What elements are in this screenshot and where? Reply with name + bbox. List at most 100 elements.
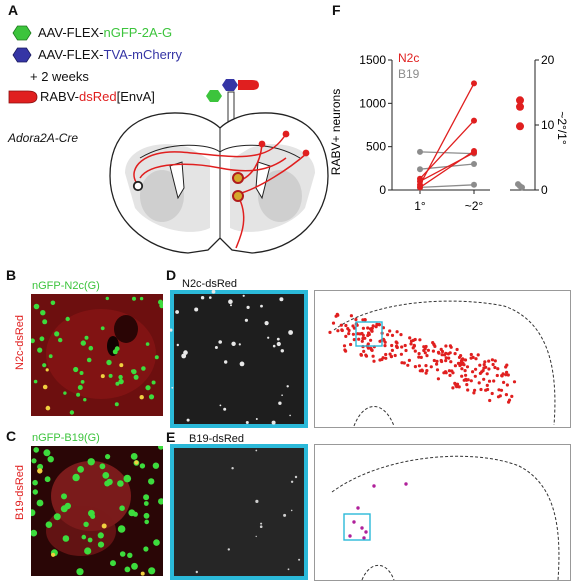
micrograph-c bbox=[31, 446, 163, 576]
map-cell bbox=[469, 352, 473, 357]
map-cell bbox=[479, 387, 483, 392]
y-tick-label: 1500 bbox=[359, 53, 386, 67]
green-cell bbox=[106, 478, 113, 486]
virus-2-suffix: TVA-mCherry bbox=[103, 47, 182, 62]
neuron bbox=[260, 304, 263, 308]
neuron bbox=[211, 290, 216, 294]
map-cell bbox=[422, 348, 426, 353]
neuron bbox=[238, 343, 241, 346]
green-cell bbox=[61, 493, 67, 500]
map-cell bbox=[399, 333, 403, 337]
green-cell bbox=[131, 562, 138, 570]
virus-3-prefix: RABV- bbox=[40, 89, 80, 104]
map-cell bbox=[482, 363, 486, 367]
map-d bbox=[314, 290, 571, 428]
map-cell bbox=[363, 318, 367, 322]
map-cell bbox=[377, 322, 381, 327]
map-cell bbox=[344, 334, 348, 338]
micrograph-e-cells bbox=[195, 449, 301, 574]
ratio-point-n2c bbox=[516, 102, 524, 111]
green-cell bbox=[158, 498, 163, 505]
map-cell bbox=[394, 340, 398, 344]
map-cell bbox=[389, 355, 393, 359]
green-cell bbox=[42, 319, 48, 325]
point-n2c-2 bbox=[471, 149, 477, 156]
green-cell bbox=[145, 385, 151, 391]
green-cell bbox=[33, 303, 40, 310]
map-cell bbox=[351, 332, 355, 336]
map-cell bbox=[437, 351, 441, 355]
map-cell bbox=[481, 369, 485, 373]
map-cell bbox=[409, 342, 413, 346]
panel-label-a: A bbox=[8, 2, 19, 18]
neuron bbox=[230, 304, 232, 307]
map-cell bbox=[404, 482, 408, 486]
map-cell bbox=[413, 349, 417, 353]
point-n2c-1 bbox=[417, 178, 423, 185]
map-cell bbox=[403, 343, 407, 348]
map-e bbox=[314, 444, 571, 581]
map-cell bbox=[477, 381, 481, 385]
neuron bbox=[242, 294, 245, 297]
green-cell bbox=[144, 519, 149, 525]
yellow-cell bbox=[45, 368, 49, 372]
map-cell bbox=[488, 398, 492, 403]
neuron bbox=[214, 346, 218, 349]
green-cell bbox=[73, 366, 79, 373]
green-cell bbox=[117, 525, 126, 533]
micrograph-d bbox=[170, 290, 308, 428]
map-cell bbox=[407, 358, 411, 362]
green-cell bbox=[143, 494, 150, 501]
map-cell bbox=[496, 395, 501, 399]
map-cell bbox=[336, 313, 340, 317]
green-cell bbox=[148, 394, 155, 400]
green-cell bbox=[158, 299, 163, 305]
green-cell bbox=[81, 534, 87, 540]
map-cell bbox=[383, 344, 387, 348]
mouse-line-label: Adora2A-Cre bbox=[8, 131, 79, 145]
neuron bbox=[279, 297, 284, 302]
map-cell bbox=[474, 367, 478, 371]
map-cell bbox=[366, 326, 370, 330]
map-cell bbox=[464, 373, 468, 377]
map-cell bbox=[417, 355, 421, 359]
green-cell bbox=[63, 391, 67, 395]
map-cell bbox=[473, 374, 477, 378]
green-cell bbox=[133, 374, 139, 380]
map-cell bbox=[356, 506, 360, 510]
map-cell bbox=[444, 356, 448, 360]
map-cell bbox=[364, 354, 369, 358]
point-b19-2 bbox=[471, 181, 477, 188]
map-cell bbox=[483, 360, 487, 364]
panel-label-c: C bbox=[6, 428, 17, 444]
map-cell bbox=[457, 385, 461, 389]
virus-3-mid: dsRed bbox=[79, 89, 117, 104]
panel-b-side-label: N2c-dsRed bbox=[14, 314, 26, 370]
map-cell bbox=[362, 536, 366, 540]
map-cell bbox=[417, 364, 421, 368]
green-cell bbox=[118, 378, 124, 385]
micrograph-b-cells bbox=[31, 296, 163, 415]
map-d-cells bbox=[328, 312, 517, 404]
series-lines bbox=[417, 80, 477, 191]
map-cell bbox=[400, 361, 404, 365]
green-cell bbox=[62, 535, 70, 542]
neuron bbox=[231, 467, 234, 470]
injection-blue-hexagon-icon bbox=[222, 79, 238, 91]
virus-1-prefix: AAV-FLEX- bbox=[38, 25, 104, 40]
map-cell bbox=[423, 351, 427, 355]
injection-rabv-icon bbox=[238, 80, 259, 90]
neuron bbox=[281, 394, 283, 396]
panel-d-title: N2c-dsRed bbox=[182, 278, 238, 290]
green-cell bbox=[39, 336, 45, 342]
y-right-tick-label: 20 bbox=[541, 53, 555, 67]
map-cell bbox=[342, 344, 347, 348]
yellow-cell bbox=[119, 363, 124, 368]
green-cell bbox=[119, 551, 126, 557]
green-cell bbox=[77, 466, 84, 473]
neuron bbox=[290, 480, 294, 483]
map-cell bbox=[455, 347, 459, 352]
green-cell bbox=[86, 357, 92, 363]
map-cell bbox=[424, 364, 428, 368]
map-cell bbox=[469, 356, 473, 360]
